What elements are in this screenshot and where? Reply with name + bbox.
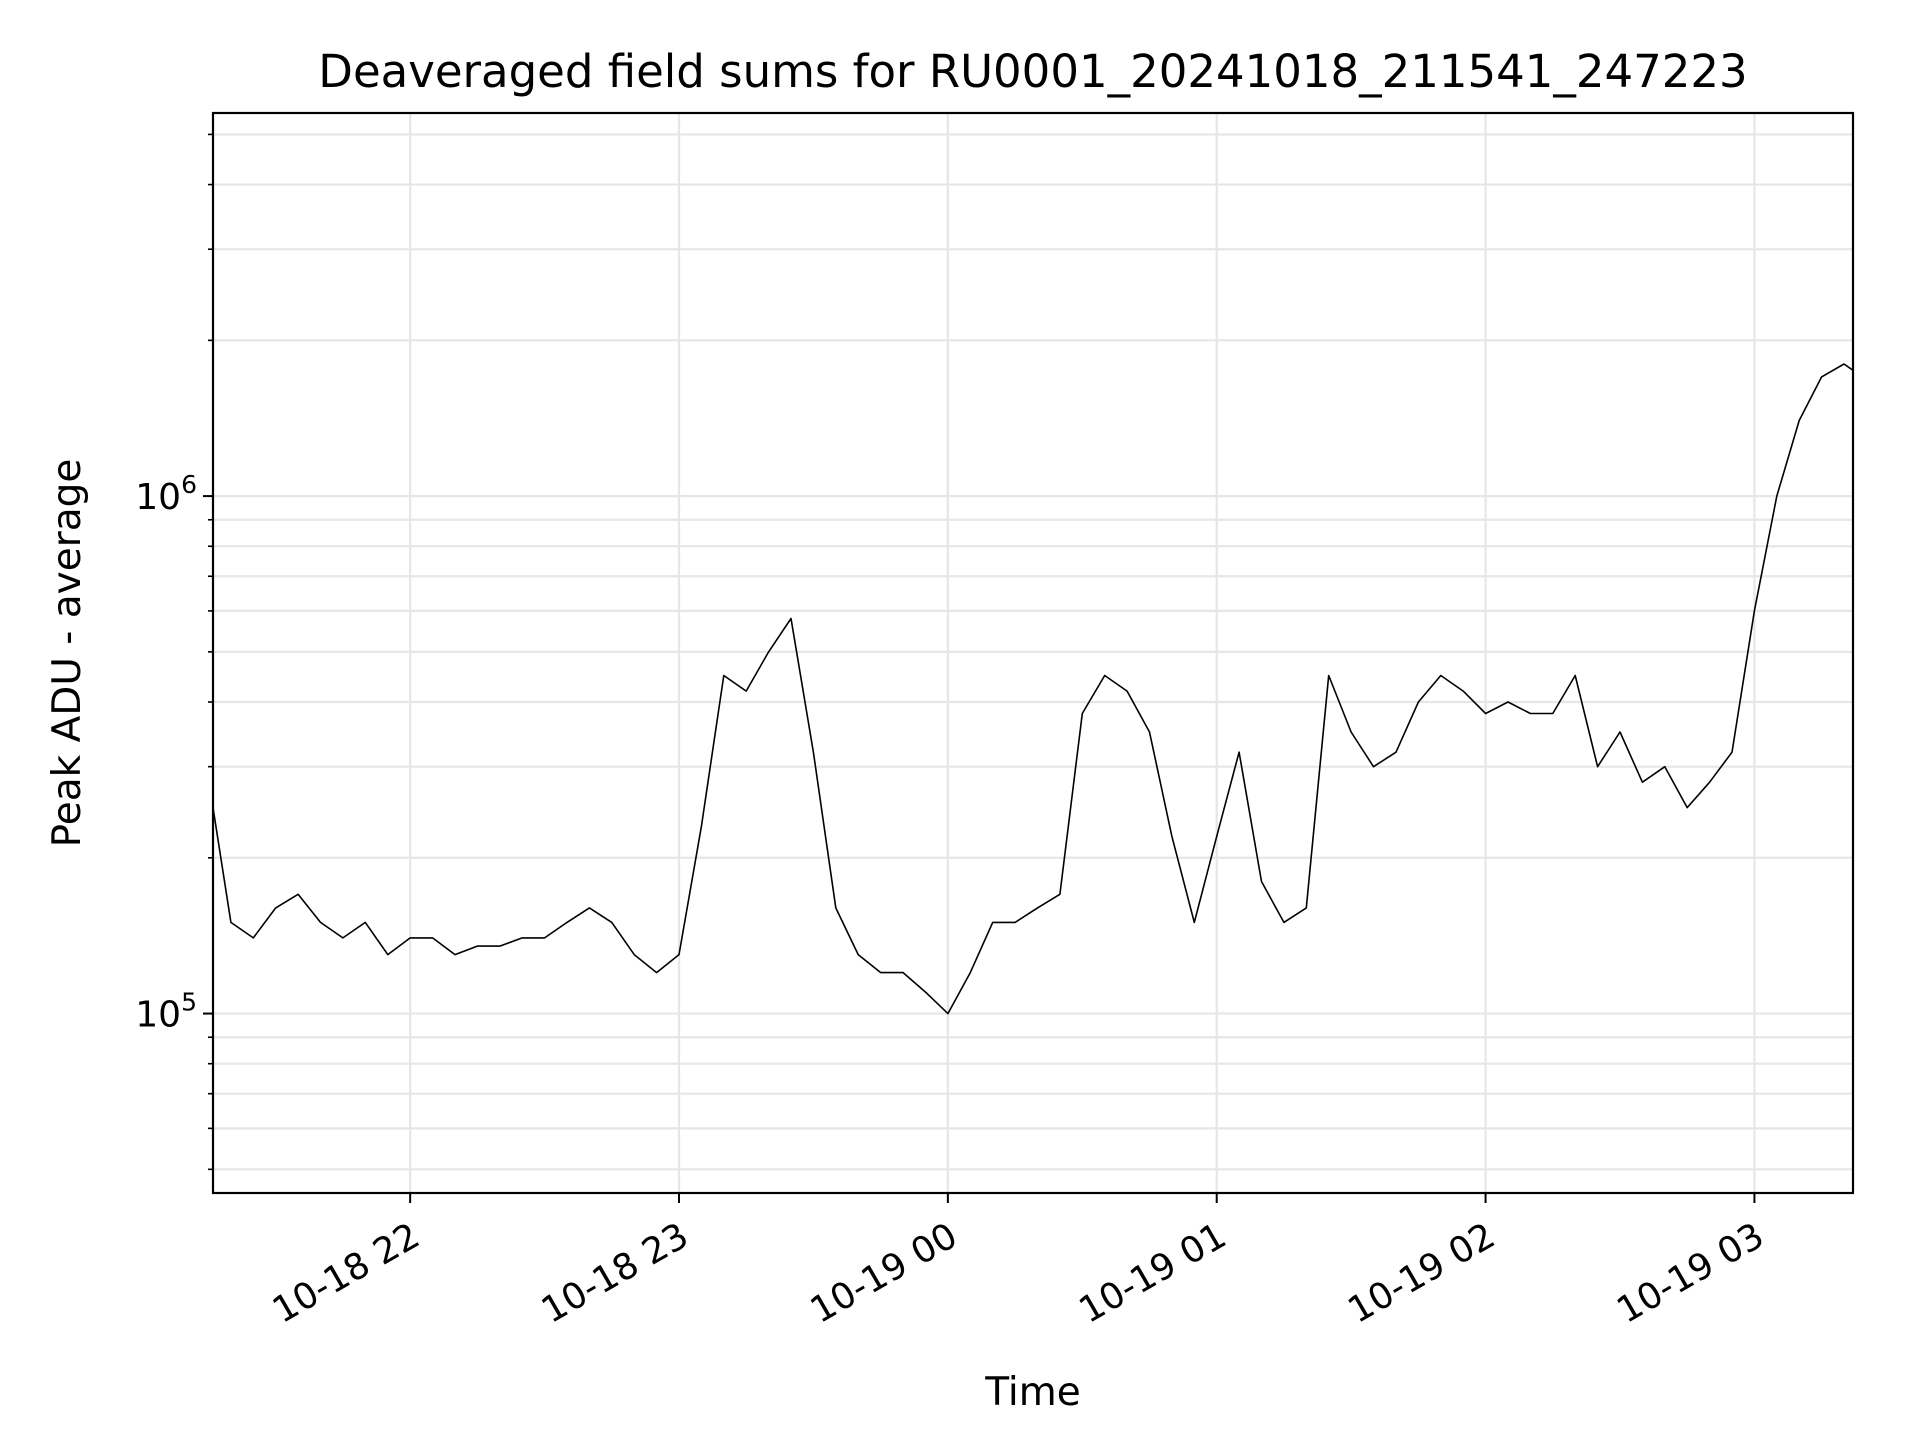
chart-title: Deaveraged field sums for RU0001_2024101… — [318, 45, 1747, 98]
series-line — [212, 363, 1854, 1015]
y-axis-label: Peak ADU - average — [45, 459, 90, 848]
data-layer — [212, 363, 1854, 1015]
y-tick-label-base: 10 — [135, 477, 181, 518]
y-tick-label: 106 — [135, 470, 197, 518]
plot-frame — [211, 111, 1855, 1195]
y-tick-label-exponent: 5 — [181, 988, 197, 1017]
x-axis-label: Time — [984, 1370, 1080, 1415]
y-tick-label-exponent: 6 — [181, 470, 197, 499]
grid — [213, 113, 1853, 1193]
y-tick-label-base: 10 — [135, 995, 181, 1036]
y-tick-label: 105 — [135, 988, 197, 1036]
